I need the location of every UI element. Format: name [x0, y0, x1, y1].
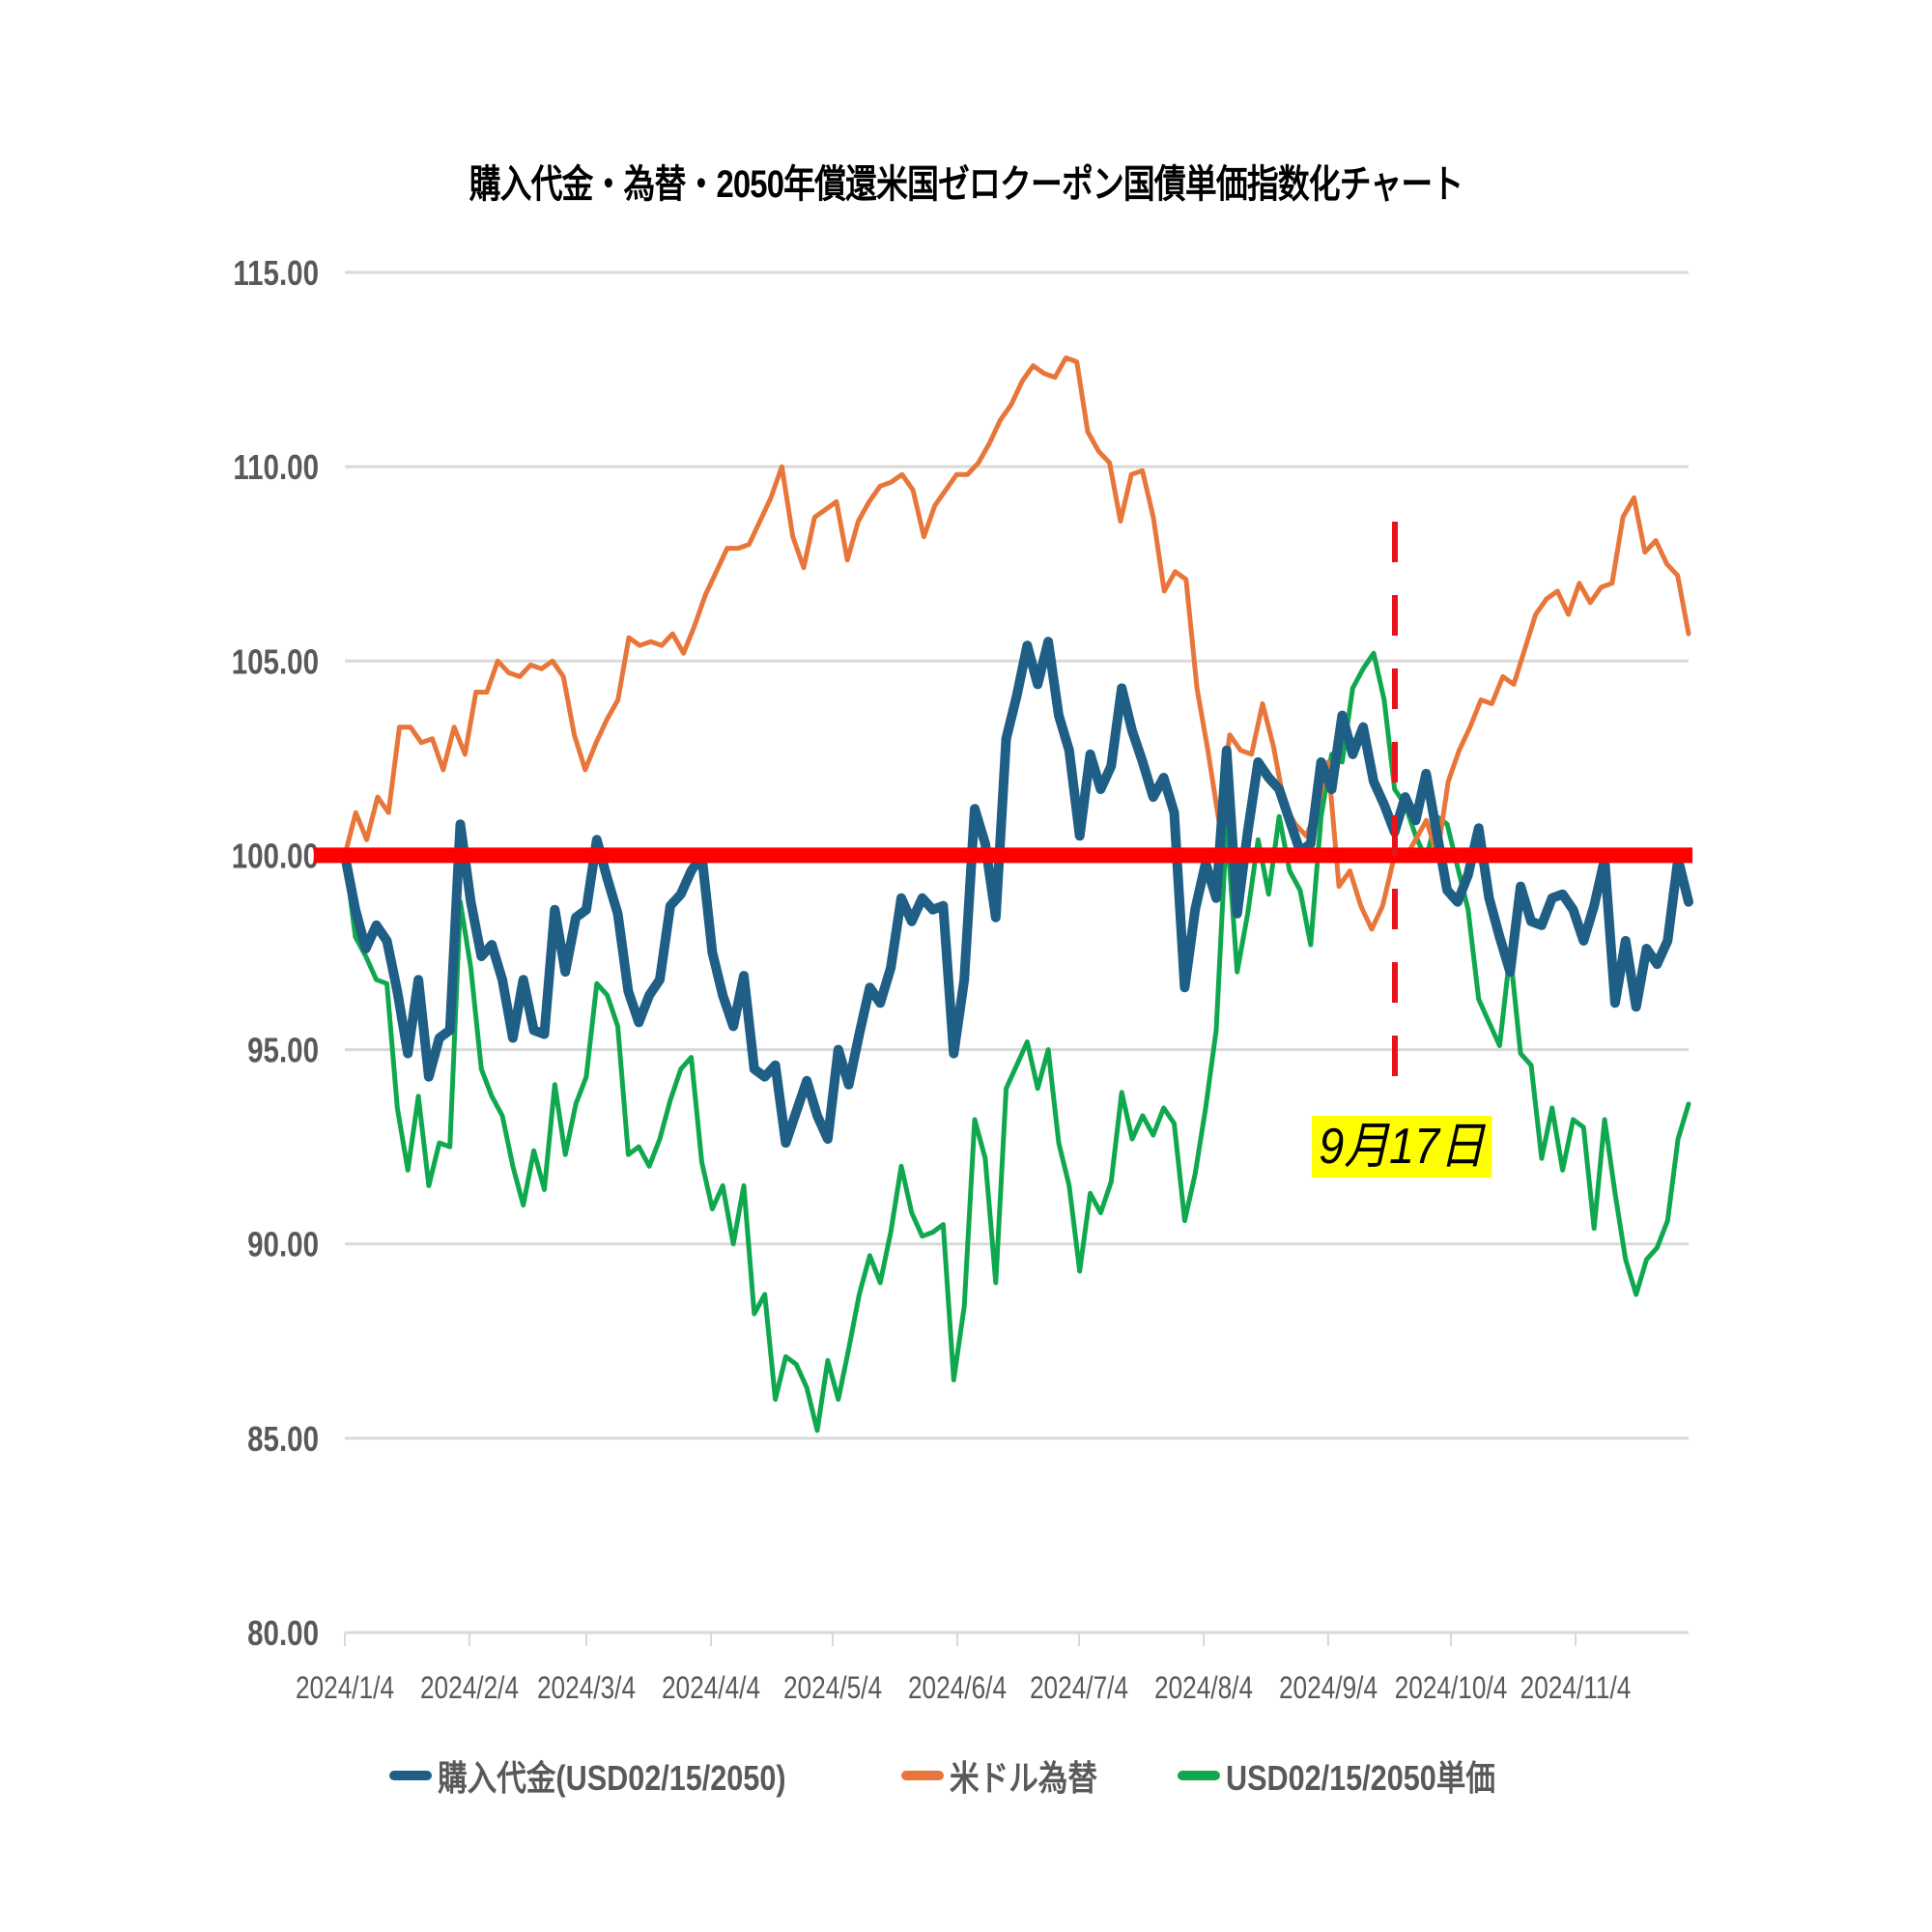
series-line-1 [342, 355, 1691, 932]
x-tick-label: 2024/9/4 [1279, 1672, 1378, 1706]
y-axis: 115.00 110.00 105.00 100.00 95.00 90.00 85.00 8… [232, 253, 319, 1652]
x-axis: 2024/1/4 2024/2/4 2024/3/4 2024/4/4 2024/5/4… [296, 1633, 1631, 1706]
x-tick-label: 2024/1/4 [296, 1672, 394, 1706]
x-tick-label: 2024/2/4 [420, 1672, 519, 1706]
x-tick-label: 2024/7/4 [1030, 1672, 1128, 1706]
x-tick-label: 2024/3/4 [537, 1672, 636, 1706]
y-tick-label: 90.00 [247, 1225, 319, 1264]
x-tick-label: 2024/10/4 [1395, 1672, 1508, 1706]
y-tick-label: 115.00 [233, 253, 319, 292]
y-tick-label: 95.00 [247, 1031, 319, 1069]
legend-item-usd-fx: 米ドル為替 [900, 1750, 1123, 1801]
x-tick-label: 2024/4/4 [662, 1672, 760, 1706]
y-tick-label: 85.00 [247, 1419, 319, 1458]
legend-swatch-orange [900, 1771, 944, 1780]
y-tick-label: 105.00 [232, 641, 319, 680]
x-tick-label: 2024/6/4 [908, 1672, 1007, 1706]
legend-swatch-blue [388, 1771, 432, 1780]
x-tick-label: 2024/11/4 [1520, 1672, 1632, 1706]
series-line-0 [340, 637, 1693, 1149]
x-tick-label: 2024/5/4 [783, 1672, 882, 1706]
y-tick-label: 80.00 [247, 1613, 319, 1652]
series-line-2 [342, 650, 1691, 1434]
legend: 購入代金(USD02/15/2050) 米ドル為替 USD02/15/2050単… [0, 1750, 1932, 1801]
date-annotation-label: 9月17日 [1312, 1116, 1492, 1178]
series-lines [340, 355, 1693, 1434]
y-tick-label: 100.00 [232, 837, 319, 875]
legend-item-bond-price: USD02/15/2050単価 [1178, 1750, 1543, 1801]
legend-item-purchase-amount: 購入代金(USD02/15/2050) [388, 1750, 847, 1801]
y-tick-label: 110.00 [233, 447, 319, 486]
legend-swatch-green [1178, 1771, 1220, 1780]
x-tick-label: 2024/8/4 [1154, 1672, 1253, 1706]
chart-title: 購入代金・為替・2050年償還米国ゼロクーポン国債単価指数化チャート [469, 163, 1464, 206]
